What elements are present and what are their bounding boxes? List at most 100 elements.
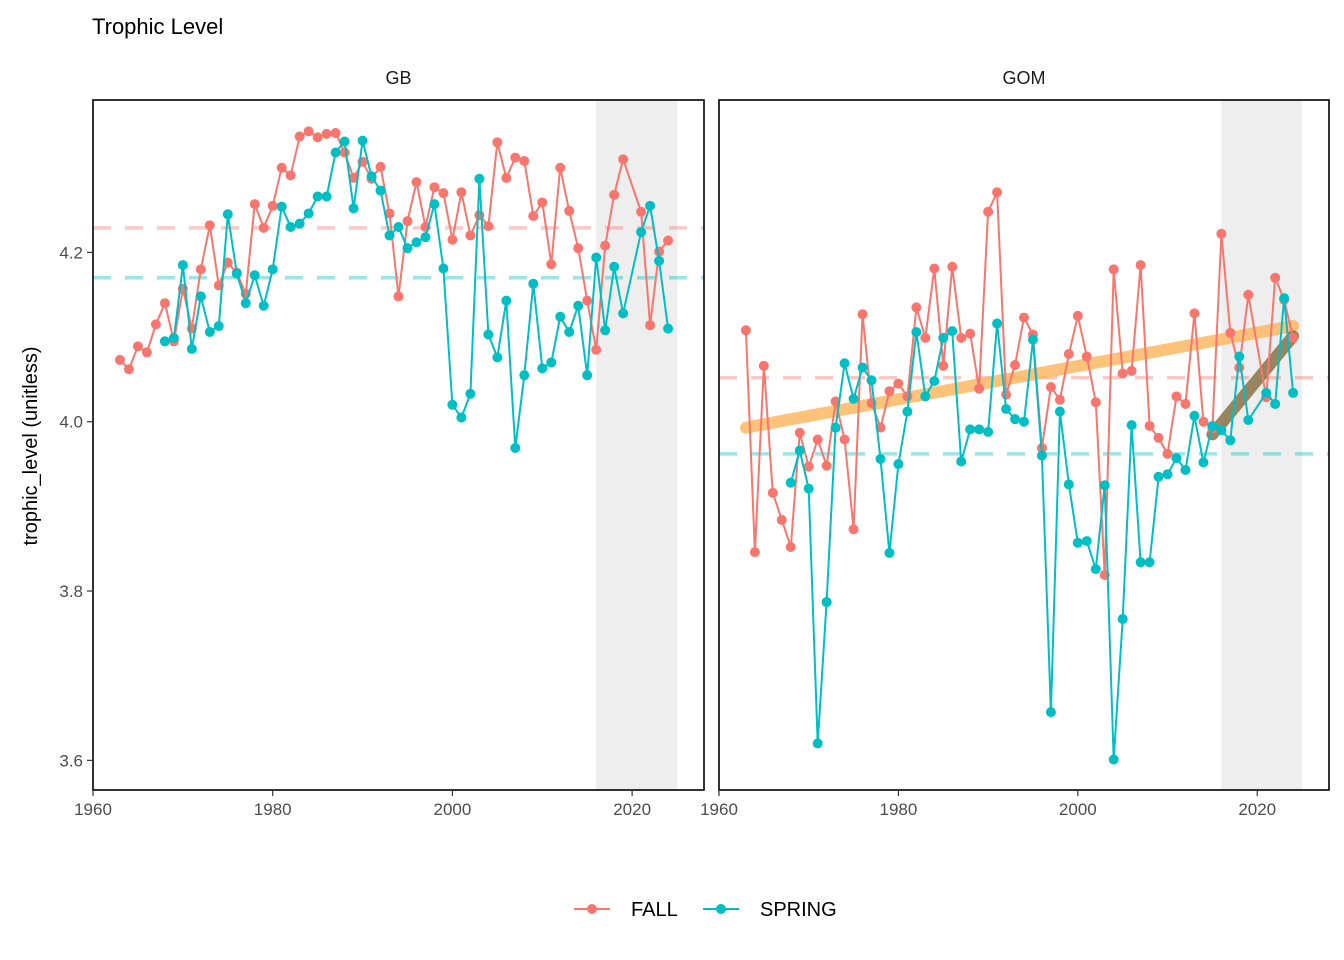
data-point-spring [974, 424, 985, 435]
data-point-spring [231, 268, 242, 279]
x-tick-label: 2000 [433, 800, 471, 819]
data-point-spring [1279, 293, 1290, 304]
data-point-spring [618, 308, 629, 319]
data-point-fall [1090, 397, 1101, 408]
data-point-spring [830, 422, 841, 433]
data-point-fall [159, 298, 170, 309]
data-point-spring [393, 221, 404, 232]
legend-label-fall: FALL [631, 899, 678, 921]
data-point-fall [902, 391, 913, 402]
data-point-fall [1054, 394, 1065, 405]
data-point-spring [902, 406, 913, 417]
panel-strip-label: GOM [1003, 68, 1046, 88]
data-point-fall [749, 547, 760, 558]
x-tick-label: 1960 [700, 800, 738, 819]
data-point-spring [1243, 415, 1254, 426]
data-point-spring [1027, 334, 1038, 345]
data-point-spring [956, 456, 967, 467]
panel-border [718, 99, 1330, 791]
data-point-fall [1162, 448, 1173, 459]
data-point-fall [510, 152, 521, 163]
data-point-fall [1243, 289, 1254, 300]
data-point-spring [785, 477, 796, 488]
data-point-fall [956, 332, 967, 343]
data-point-spring [812, 738, 823, 749]
data-point-spring [186, 343, 197, 354]
data-point-spring [591, 252, 602, 263]
data-point-fall [848, 524, 859, 535]
data-point-fall [1171, 391, 1182, 402]
data-point-spring [582, 370, 593, 381]
data-point-fall [609, 189, 620, 200]
data-point-spring [1234, 351, 1245, 362]
data-point-spring [929, 376, 940, 387]
data-point-spring [474, 173, 485, 184]
data-point-spring [1153, 471, 1164, 482]
data-point-fall [591, 344, 602, 355]
data-point-fall [1153, 432, 1164, 443]
data-point-fall [141, 347, 152, 358]
data-point-fall [1216, 228, 1227, 239]
panel-gb: GB 1960 1980 2000 2020 3.6 3.8 4.0 4.2 [59, 68, 705, 819]
data-point-fall [992, 187, 1003, 198]
data-point-fall [911, 302, 922, 313]
data-point-fall [767, 487, 778, 498]
data-point-fall [339, 147, 350, 158]
data-point-fall [1081, 351, 1092, 362]
data-point-spring [609, 261, 620, 272]
panel-strip-label: GB [385, 68, 411, 88]
data-point-spring [654, 255, 665, 266]
data-point-spring [1063, 479, 1074, 490]
data-point-spring [821, 597, 832, 608]
data-point-spring [285, 221, 296, 232]
data-point-fall [294, 131, 305, 142]
data-point-fall [920, 332, 931, 343]
data-point-spring [366, 171, 377, 182]
data-point-spring [330, 147, 341, 158]
data-point-spring [564, 326, 575, 337]
recent-period-shade [596, 100, 678, 790]
x-tick-label: 1960 [74, 800, 112, 819]
data-point-spring [1126, 420, 1137, 431]
data-point-spring [1180, 464, 1191, 475]
data-point-fall [276, 162, 287, 173]
data-point-fall [249, 199, 260, 210]
data-point-fall [582, 295, 593, 306]
x-tick-label: 2000 [1059, 800, 1097, 819]
data-point-fall [929, 263, 940, 274]
data-point-fall [893, 378, 904, 389]
data-point-spring [1216, 425, 1227, 436]
data-point-fall [267, 200, 278, 211]
data-point-spring [1162, 469, 1173, 480]
data-point-fall [321, 128, 332, 139]
data-point-fall [348, 172, 359, 183]
data-point-fall [1144, 420, 1155, 431]
data-point-spring [920, 391, 931, 402]
data-point-spring [1144, 557, 1155, 568]
data-point-fall [546, 259, 557, 270]
data-point-fall [740, 325, 751, 336]
data-point-spring [555, 311, 566, 322]
legend-label-spring: SPRING [760, 899, 837, 921]
y-tick-label: 4.2 [59, 243, 83, 262]
data-point-fall [645, 320, 656, 331]
data-point-fall [1045, 382, 1056, 393]
data-point-fall [884, 386, 895, 397]
data-point-fall [555, 162, 566, 173]
data-point-spring [339, 136, 350, 147]
data-point-spring [875, 453, 886, 464]
data-point-fall [938, 360, 949, 371]
data-point-spring [168, 332, 179, 343]
data-point-fall [483, 221, 494, 232]
data-point-fall [132, 341, 143, 352]
data-point-spring [420, 232, 431, 243]
x-tick-label: 1980 [879, 800, 917, 819]
data-point-spring [357, 135, 368, 146]
data-point-fall [411, 177, 422, 188]
data-point-spring [839, 358, 850, 369]
data-point-spring [1261, 387, 1272, 398]
data-point-fall [965, 328, 976, 339]
x-tick-label: 1980 [254, 800, 292, 819]
legend-key-point-fall [587, 904, 597, 914]
